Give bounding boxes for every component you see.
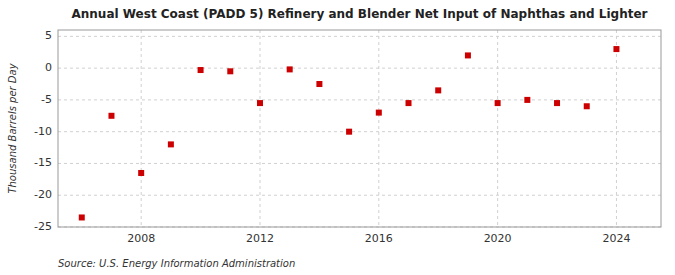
ticks: 5 0 -5 -10 -15 -20 -25 2008 2012 2016 2020 2024 xyxy=(34,29,630,245)
point xyxy=(495,100,501,106)
point xyxy=(524,97,530,103)
point xyxy=(435,87,441,93)
y-axis-label: Thousand Barrels per Day xyxy=(7,62,18,193)
point xyxy=(554,100,560,106)
point xyxy=(168,141,174,147)
y-tick-label: -15 xyxy=(34,156,52,169)
y-grid-line xyxy=(58,163,661,164)
point xyxy=(79,214,85,220)
point xyxy=(316,81,322,87)
source-note: Source: U.S. Energy Information Administ… xyxy=(58,258,295,269)
point xyxy=(346,129,352,135)
point xyxy=(584,103,590,109)
y-tick-label: 0 xyxy=(45,61,52,74)
point xyxy=(198,67,204,73)
background xyxy=(0,0,675,275)
x-tick-label: 2020 xyxy=(484,232,512,245)
y-grid-line xyxy=(58,68,661,69)
point xyxy=(376,110,382,116)
point xyxy=(138,170,144,176)
y-grid-line xyxy=(58,36,661,37)
y-tick-label: 5 xyxy=(45,29,52,42)
point xyxy=(108,113,114,119)
point xyxy=(227,68,233,74)
x-grid-line xyxy=(378,30,379,227)
x-grid-line xyxy=(497,30,498,227)
title: Annual West Coast (PADD 5) Refinery and … xyxy=(72,7,648,21)
point xyxy=(465,52,471,58)
y-tick-label: -5 xyxy=(41,93,52,106)
grid xyxy=(58,30,661,227)
y-tick-label: -20 xyxy=(34,188,52,201)
y-tick-label: -25 xyxy=(34,220,52,233)
x-grid-line xyxy=(259,30,260,227)
y-grid-line xyxy=(58,195,661,196)
point xyxy=(257,100,263,106)
y-grid-line xyxy=(58,99,661,100)
x-tick-label: 2012 xyxy=(246,232,274,245)
point xyxy=(287,66,293,72)
x-tick-label: 2008 xyxy=(127,232,155,245)
points xyxy=(79,46,620,220)
x-grid-line xyxy=(141,30,142,227)
chart-container: 5 0 -5 -10 -15 -20 -25 2008 2012 2016 2020 2024 Annu… xyxy=(0,0,675,275)
x-tick-label: 2024 xyxy=(602,232,630,245)
plot-frame xyxy=(58,30,661,227)
x-tick-label: 2016 xyxy=(365,232,393,245)
chart: 5 0 -5 -10 -15 -20 -25 2008 2012 2016 2020 2024 Annu… xyxy=(0,0,675,275)
y-grid-line xyxy=(58,131,661,132)
x-grid-line xyxy=(616,30,617,227)
y-tick-label: -10 xyxy=(34,125,52,138)
point xyxy=(406,100,412,106)
point xyxy=(613,46,619,52)
